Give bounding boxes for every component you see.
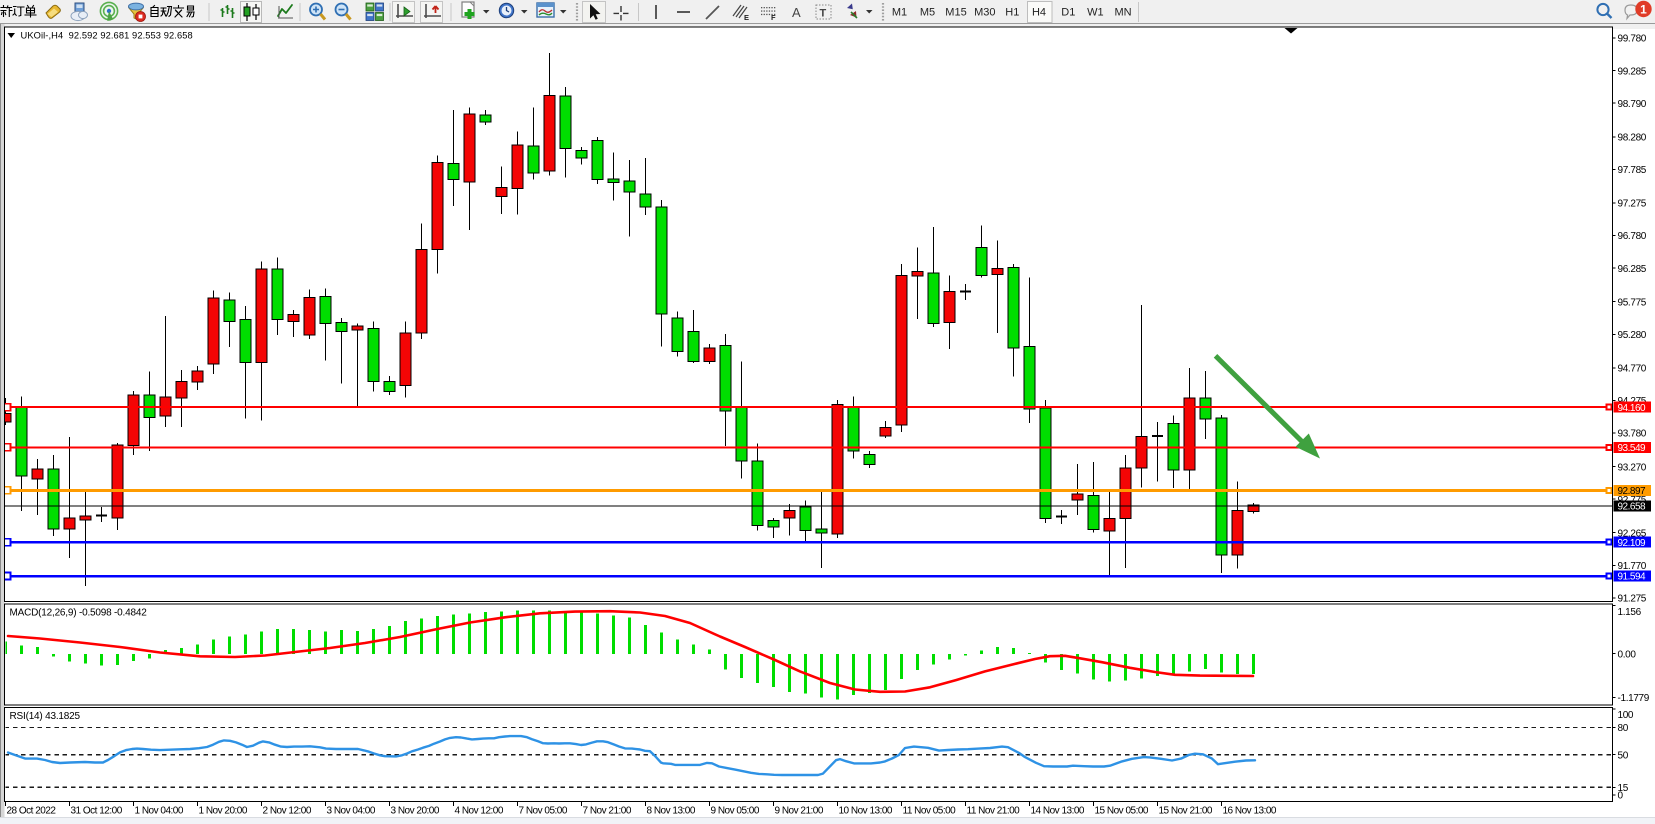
svg-text:80: 80 — [1618, 723, 1629, 734]
svg-text:93.780: 93.780 — [1618, 429, 1647, 440]
svg-text:92.265: 92.265 — [1618, 528, 1647, 539]
svg-text:92.109: 92.109 — [1618, 538, 1647, 549]
svg-text:8 Nov 13:00: 8 Nov 13:00 — [647, 806, 696, 817]
svg-text:91.275: 91.275 — [1618, 594, 1647, 605]
svg-text:1 Nov 04:00: 1 Nov 04:00 — [135, 806, 184, 817]
svg-text:3 Nov 20:00: 3 Nov 20:00 — [391, 806, 440, 817]
svg-text:96.285: 96.285 — [1618, 264, 1647, 275]
svg-text:1 Nov 20:00: 1 Nov 20:00 — [199, 806, 248, 817]
svg-text:W1: W1 — [1087, 7, 1104, 19]
svg-text:15: 15 — [1618, 783, 1629, 794]
svg-text:RSI(14) 43.1825: RSI(14) 43.1825 — [10, 711, 81, 722]
svg-text:92.775: 92.775 — [1618, 495, 1647, 506]
svg-text:93.270: 93.270 — [1618, 462, 1647, 473]
svg-text:100: 100 — [1618, 710, 1634, 721]
svg-text:7 Nov 21:00: 7 Nov 21:00 — [583, 806, 632, 817]
svg-text:0.00: 0.00 — [1618, 649, 1637, 660]
svg-text:9 Nov 05:00: 9 Nov 05:00 — [711, 806, 760, 817]
svg-text:2 Nov 12:00: 2 Nov 12:00 — [263, 806, 312, 817]
svg-text:D1: D1 — [1061, 7, 1075, 19]
svg-text:10 Nov 13:00: 10 Nov 13:00 — [839, 806, 893, 817]
svg-text:50: 50 — [1618, 750, 1629, 761]
svg-text:3 Nov 04:00: 3 Nov 04:00 — [327, 806, 376, 817]
svg-text:91.770: 91.770 — [1618, 561, 1647, 572]
svg-text:UKOil-,H4 92.592 92.681 92.55: UKOil-,H4 92.592 92.681 92.553 92.658 — [21, 31, 193, 41]
svg-text:0: 0 — [1618, 791, 1624, 802]
svg-text:M5: M5 — [920, 7, 935, 19]
svg-text:16 Nov 13:00: 16 Nov 13:00 — [1223, 806, 1277, 817]
svg-text:4 Nov 12:00: 4 Nov 12:00 — [455, 806, 504, 817]
svg-text:M1: M1 — [892, 7, 907, 19]
svg-text:99.285: 99.285 — [1618, 66, 1647, 77]
svg-text:97.275: 97.275 — [1618, 199, 1647, 210]
svg-text:E: E — [744, 13, 749, 22]
svg-text:28 Oct 2022: 28 Oct 2022 — [7, 806, 57, 817]
svg-text:95.775: 95.775 — [1618, 297, 1647, 308]
svg-text:M30: M30 — [974, 7, 995, 19]
svg-text:95.280: 95.280 — [1618, 330, 1647, 341]
svg-text:92.897: 92.897 — [1618, 486, 1647, 497]
svg-text:98.790: 98.790 — [1618, 99, 1647, 110]
svg-text:92.658: 92.658 — [1618, 502, 1647, 513]
svg-text:96.780: 96.780 — [1618, 231, 1647, 242]
svg-text:-1.1779: -1.1779 — [1618, 693, 1650, 704]
svg-text:H4: H4 — [1032, 7, 1046, 19]
svg-text:MACD(12,26,9) -0.5098 -0.4842: MACD(12,26,9) -0.5098 -0.4842 — [10, 608, 148, 619]
svg-text:14 Nov 13:00: 14 Nov 13:00 — [1031, 806, 1085, 817]
svg-text:11 Nov 21:00: 11 Nov 21:00 — [967, 806, 1021, 817]
svg-text:15 Nov 21:00: 15 Nov 21:00 — [1159, 806, 1213, 817]
svg-text:91.594: 91.594 — [1618, 572, 1647, 583]
svg-text:94.275: 94.275 — [1618, 396, 1647, 407]
svg-text:H1: H1 — [1005, 7, 1019, 19]
svg-text:T: T — [820, 8, 827, 20]
svg-text:7 Nov 05:00: 7 Nov 05:00 — [519, 806, 568, 817]
svg-text:99.780: 99.780 — [1618, 34, 1647, 45]
svg-text:F: F — [771, 13, 776, 22]
svg-text:98.280: 98.280 — [1618, 133, 1647, 144]
svg-text:97.785: 97.785 — [1618, 165, 1647, 176]
svg-text:9 Nov 21:00: 9 Nov 21:00 — [775, 806, 824, 817]
svg-text:94.160: 94.160 — [1618, 403, 1647, 414]
svg-text:M15: M15 — [945, 7, 966, 19]
svg-text:31 Oct 12:00: 31 Oct 12:00 — [71, 806, 123, 817]
svg-text:94.770: 94.770 — [1618, 364, 1647, 375]
svg-text:A: A — [792, 5, 801, 20]
svg-text:MN: MN — [1114, 7, 1131, 19]
svg-text:1: 1 — [1640, 2, 1647, 16]
svg-text:11 Nov 05:00: 11 Nov 05:00 — [903, 806, 957, 817]
svg-text:1.156: 1.156 — [1618, 607, 1642, 618]
svg-text:15 Nov 05:00: 15 Nov 05:00 — [1095, 806, 1149, 817]
svg-text:93.549: 93.549 — [1618, 443, 1647, 454]
